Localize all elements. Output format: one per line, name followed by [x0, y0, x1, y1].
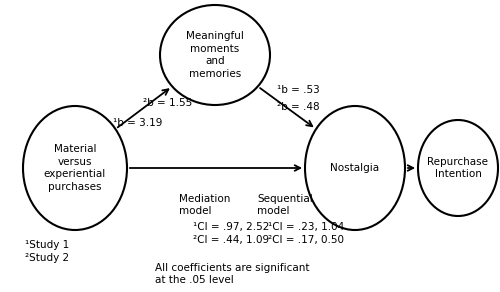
Text: Mediation
model: Mediation model: [180, 194, 230, 215]
Text: Sequential
model: Sequential model: [257, 194, 313, 215]
Text: ²CI = .44, 1.09: ²CI = .44, 1.09: [193, 235, 269, 245]
Text: All coefficients are significant
at the .05 level: All coefficients are significant at the …: [155, 263, 310, 285]
Text: ²b = .48: ²b = .48: [277, 102, 320, 112]
Text: Repurchase
Intention: Repurchase Intention: [428, 157, 488, 179]
Text: ¹Study 1: ¹Study 1: [25, 240, 69, 250]
Text: ¹b = .53: ¹b = .53: [277, 85, 320, 95]
Text: ¹b = 3.19: ¹b = 3.19: [113, 118, 162, 128]
Text: ²b = 1.55: ²b = 1.55: [143, 98, 192, 108]
Text: ²CI = .17, 0.50: ²CI = .17, 0.50: [268, 235, 344, 245]
Text: Nostalgia: Nostalgia: [330, 163, 380, 173]
Text: ¹CI = .97, 2.52: ¹CI = .97, 2.52: [193, 222, 270, 232]
Text: ¹CI = .23, 1.04: ¹CI = .23, 1.04: [268, 222, 344, 232]
Text: Material
versus
experiential
purchases: Material versus experiential purchases: [44, 145, 106, 192]
Text: ²Study 2: ²Study 2: [25, 253, 69, 263]
Text: Meaningful
moments
and
memories: Meaningful moments and memories: [186, 32, 244, 79]
